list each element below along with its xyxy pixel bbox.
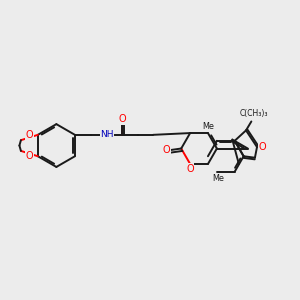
Text: O: O: [118, 114, 126, 124]
Text: O: O: [186, 164, 194, 174]
Text: O: O: [26, 130, 33, 140]
Text: O: O: [259, 142, 266, 152]
Text: NH: NH: [100, 130, 113, 139]
Text: C(CH₃)₃: C(CH₃)₃: [239, 109, 268, 118]
Text: O: O: [26, 151, 33, 160]
Text: Me: Me: [212, 174, 224, 183]
Text: O: O: [163, 145, 170, 155]
Text: Me: Me: [202, 122, 214, 131]
